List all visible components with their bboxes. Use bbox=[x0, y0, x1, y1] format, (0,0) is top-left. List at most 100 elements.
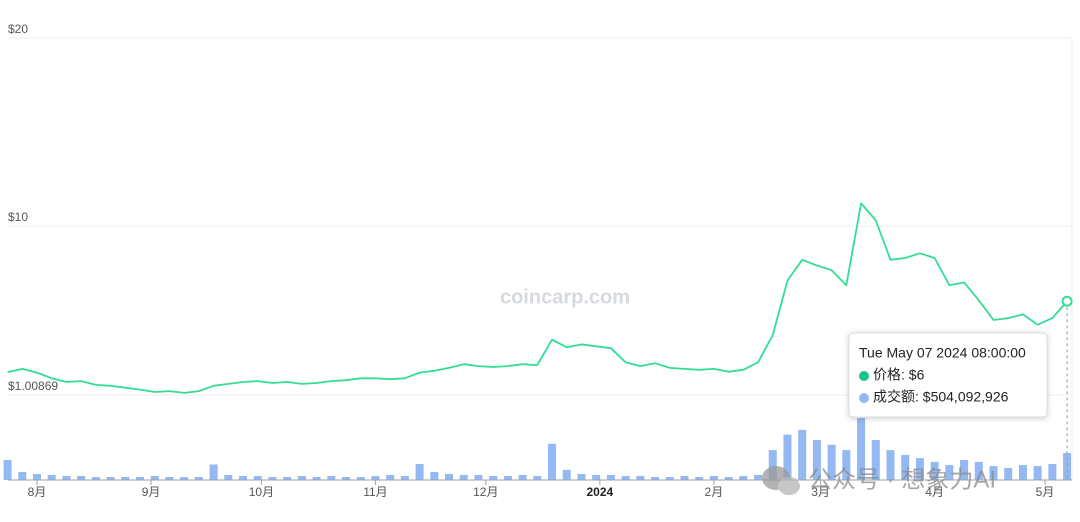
volume-bar bbox=[621, 476, 630, 480]
volume-bar bbox=[121, 477, 130, 480]
volume-bar bbox=[680, 476, 689, 480]
volume-bar bbox=[327, 476, 336, 480]
volume-bar bbox=[180, 477, 189, 480]
volume-bar bbox=[18, 472, 27, 480]
volume-bar bbox=[886, 450, 895, 480]
volume-bar bbox=[606, 474, 615, 480]
tooltip: Tue May 07 2024 08:00:00 价格: $6 成交额: $50… bbox=[848, 332, 1048, 418]
x-tick-label: 9月 bbox=[142, 485, 161, 499]
volume-bar bbox=[474, 474, 483, 480]
volume-bar bbox=[724, 477, 733, 480]
credit: 公众号 · 想象力AI bbox=[762, 466, 996, 495]
credit-text: 公众号 · 想象力AI bbox=[808, 466, 996, 493]
volume-bar bbox=[400, 476, 409, 480]
volume-bar bbox=[974, 461, 983, 480]
volume-bar bbox=[812, 440, 821, 480]
volume-bar bbox=[901, 454, 910, 480]
volume-bar bbox=[695, 477, 704, 480]
volume-bar bbox=[577, 474, 586, 480]
x-tick-label: 3月 bbox=[811, 485, 830, 499]
volume-bar bbox=[709, 476, 718, 480]
volume-bar bbox=[489, 476, 498, 480]
volume-bar bbox=[562, 469, 571, 480]
volume-bar bbox=[592, 474, 601, 480]
volume-bar bbox=[548, 443, 557, 480]
volume-bar bbox=[312, 477, 321, 480]
y-tick-label: $10 bbox=[8, 210, 28, 224]
tooltip-dot bbox=[859, 393, 869, 403]
volume-bar bbox=[665, 477, 674, 480]
volume-bar bbox=[989, 466, 998, 480]
volume-bar bbox=[533, 476, 542, 480]
volume-bar bbox=[798, 429, 807, 480]
volume-bar bbox=[371, 476, 380, 480]
volume-bar bbox=[3, 460, 12, 480]
wechat-icon bbox=[778, 477, 800, 495]
volume-bar bbox=[224, 474, 233, 480]
hover-point bbox=[1061, 295, 1073, 307]
x-tick-label: 2月 bbox=[705, 485, 724, 499]
volume-bar bbox=[518, 474, 527, 480]
tooltip-price: 价格: $6 bbox=[873, 367, 925, 383]
volume-bar bbox=[77, 476, 86, 480]
volume-bar bbox=[33, 474, 41, 480]
tooltip-volume: 成交额: $504,092,926 bbox=[873, 389, 1009, 405]
volume-bar bbox=[165, 477, 174, 480]
volume-bar bbox=[930, 461, 939, 480]
volume-bar bbox=[768, 450, 777, 480]
volume-bar bbox=[1018, 465, 1027, 480]
y-tick-label: $1.00869 bbox=[8, 379, 58, 393]
tooltip-date: Tue May 07 2024 08:00:00 bbox=[859, 345, 1026, 361]
volume-bar bbox=[253, 476, 262, 480]
volume-bar bbox=[1033, 466, 1042, 480]
x-tick-label: 8月 bbox=[28, 485, 47, 499]
volume-bar bbox=[754, 474, 763, 480]
x-tick-label: 10月 bbox=[249, 485, 274, 499]
volume-bar bbox=[342, 477, 351, 480]
volume-bar bbox=[960, 460, 969, 480]
x-tick-label: 11月 bbox=[363, 485, 387, 499]
x-tick-label: 4月 bbox=[925, 485, 944, 499]
volume-bar bbox=[445, 474, 454, 480]
volume-bar bbox=[268, 477, 277, 480]
volume-bar bbox=[194, 477, 203, 480]
volume-bar bbox=[871, 440, 880, 480]
volume-bar bbox=[136, 477, 145, 480]
volume-bar bbox=[827, 444, 836, 480]
volume-bar bbox=[415, 464, 424, 480]
volume-bar bbox=[209, 464, 218, 480]
watermark: coincarp.com bbox=[500, 286, 630, 308]
volume-bar bbox=[62, 476, 71, 480]
volume-bar bbox=[386, 474, 395, 480]
volume-bar bbox=[783, 434, 792, 480]
volume-bar bbox=[91, 477, 100, 480]
volume-bar bbox=[915, 458, 924, 480]
volume-bar bbox=[636, 476, 645, 480]
volume-bar bbox=[651, 477, 660, 480]
volume-bar bbox=[842, 450, 851, 480]
x-tick-label: 5月 bbox=[1036, 485, 1055, 499]
volume-bar bbox=[297, 476, 306, 480]
tooltip-box bbox=[848, 332, 1048, 418]
tooltip-dot bbox=[859, 371, 869, 381]
volume-bar bbox=[945, 465, 954, 480]
volume-bar bbox=[1048, 464, 1057, 480]
volume-bar bbox=[459, 474, 468, 480]
x-tick-label: 12月 bbox=[473, 485, 498, 499]
y-tick-label: $20 bbox=[8, 22, 28, 36]
volume-bar bbox=[283, 477, 292, 480]
price-line bbox=[7, 202, 1068, 394]
volume-bar bbox=[356, 477, 365, 480]
volume-bar bbox=[47, 474, 56, 480]
volume-bar bbox=[1063, 453, 1072, 480]
volume-bar bbox=[239, 476, 248, 480]
volume-bar bbox=[430, 472, 439, 480]
x-tick-label: 2024 bbox=[587, 485, 614, 499]
volume-bar bbox=[739, 476, 748, 480]
volume-bar bbox=[503, 476, 512, 480]
volume-bar bbox=[857, 418, 866, 480]
plot-area: $1.00869 $10 $20 8月 9月 10月 11月 12月 2024 2月 3月 4月 5月 bbox=[3, 22, 1073, 499]
volume-bar bbox=[1004, 468, 1013, 480]
volume-bar bbox=[106, 477, 115, 480]
